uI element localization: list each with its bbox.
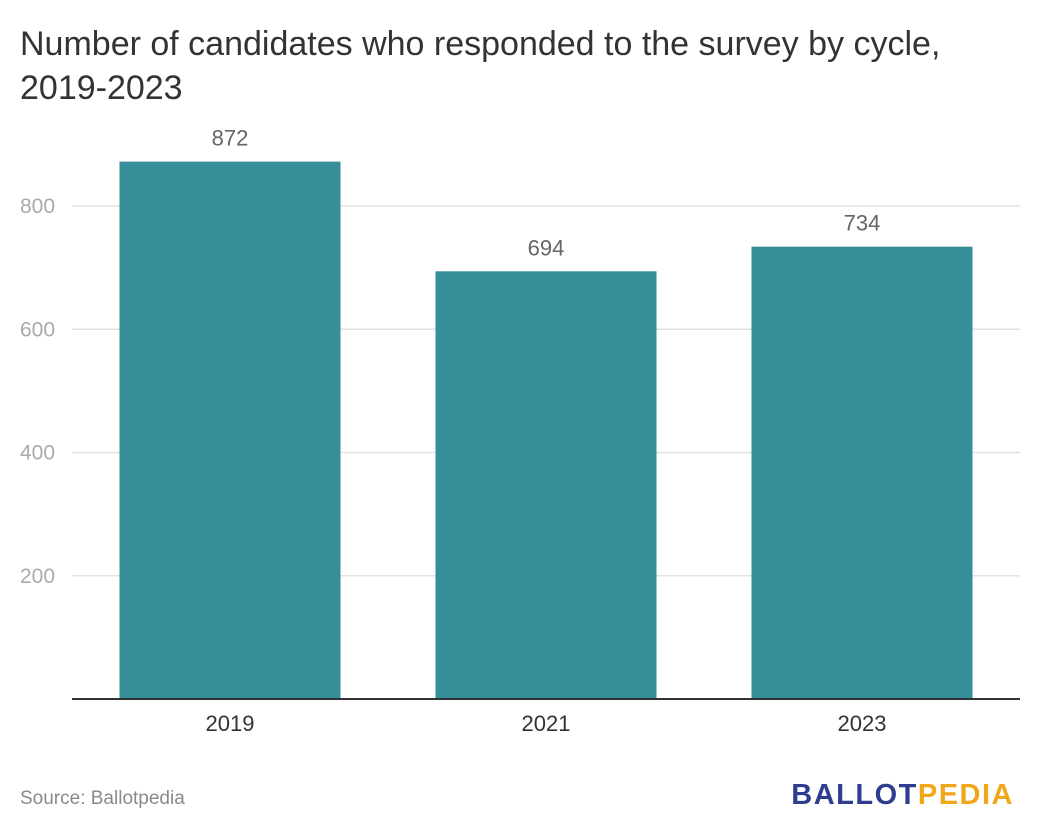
- data-label-2021: 694: [528, 235, 565, 260]
- ballotpedia-logo: BALLOTPEDIA: [791, 779, 1014, 812]
- chart-title: Number of candidates who responded to th…: [20, 25, 941, 107]
- bar-2023: [751, 246, 973, 700]
- logo-text-ballot: BALLOT: [791, 779, 918, 811]
- bars: [119, 161, 973, 700]
- labels: 200 400 600 800 872 2019 694 2021 734 2023: [20, 126, 886, 736]
- y-tick-label-400: 400: [20, 442, 55, 465]
- x-tick-label-2019: 2019: [206, 711, 255, 736]
- y-tick-label-600: 600: [20, 318, 55, 341]
- bar-2019: [119, 161, 341, 699]
- data-label-2023: 734: [844, 211, 881, 236]
- x-tick-label-2021: 2021: [522, 711, 571, 736]
- x-tick-label-2023: 2023: [838, 711, 887, 736]
- source-note: Source: Ballotpedia: [20, 788, 185, 809]
- y-tick-label-800: 800: [20, 195, 55, 218]
- data-label-2019: 872: [212, 126, 249, 151]
- y-tick-label-200: 200: [20, 565, 55, 588]
- logo-text-pedia: PEDIA: [917, 779, 1014, 811]
- bar-2021: [435, 271, 657, 699]
